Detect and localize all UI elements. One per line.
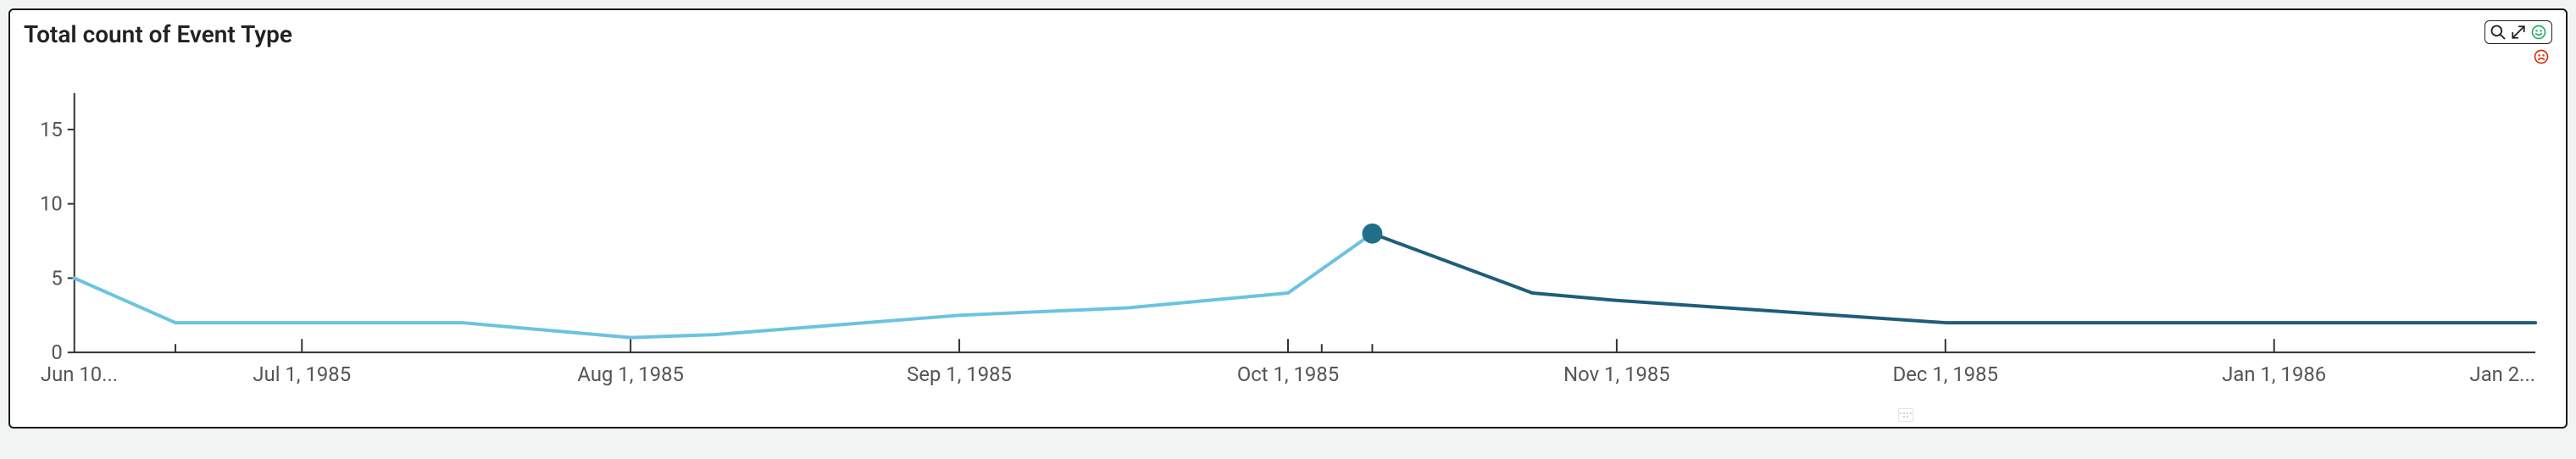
svg-text:Nov 1, 1985: Nov 1, 1985 <box>1563 362 1670 386</box>
frown-icon[interactable] <box>2532 47 2551 66</box>
resize-handle-icon[interactable] <box>1898 408 1913 422</box>
panel-header: Total count of Event Type <box>24 20 2552 66</box>
svg-text:0: 0 <box>51 340 62 364</box>
chart-panel: Total count of Event Type <box>8 8 2568 429</box>
svg-text:Aug 1, 1985: Aug 1, 1985 <box>577 362 684 386</box>
toolbar-primary-group <box>2484 20 2552 44</box>
svg-text:Oct 1, 1985: Oct 1, 1985 <box>1237 362 1339 386</box>
panel-title: Total count of Event Type <box>24 20 292 48</box>
svg-text:Jul 1, 1985: Jul 1, 1985 <box>253 362 351 386</box>
svg-text:Sep 1, 1985: Sep 1, 1985 <box>907 362 1012 386</box>
svg-text:5: 5 <box>51 266 62 290</box>
panel-toolbar <box>2484 20 2552 66</box>
chart-area[interactable]: 0 5 10 15 Jun 10... Jul 1, 1985 Aug 1, 1985 Sep… <box>24 66 2552 420</box>
svg-text:Jan 1, 1986: Jan 1, 1986 <box>2222 362 2326 386</box>
line-chart-svg: 0 5 10 15 Jun 10... Jul 1, 1985 Aug 1, 1985 Sep… <box>24 66 2552 420</box>
expand-icon[interactable] <box>2509 23 2528 41</box>
svg-text:Dec 1, 1985: Dec 1, 1985 <box>1893 362 1998 386</box>
svg-text:Jun 10...: Jun 10... <box>41 362 118 386</box>
svg-text:15: 15 <box>40 118 63 141</box>
svg-text:Jan 2...: Jan 2... <box>2470 362 2536 386</box>
svg-text:10: 10 <box>40 192 63 216</box>
zoom-icon[interactable] <box>2489 23 2507 41</box>
smile-icon[interactable] <box>2529 23 2548 41</box>
